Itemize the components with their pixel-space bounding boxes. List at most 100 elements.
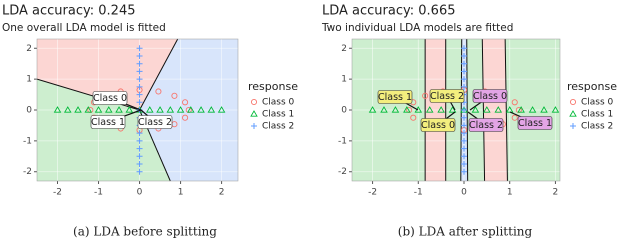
x-tick-label: 2: [553, 188, 559, 198]
point: [528, 106, 537, 113]
annotation: Class 2: [469, 120, 503, 131]
annotation-box: [377, 90, 413, 104]
panel: LDA accuracy: 0.665 Two individual LDA mo…: [321, 4, 617, 239]
legend-label: Class 0: [262, 98, 295, 108]
annotation: Class 0: [473, 91, 507, 102]
annotation-box: [472, 89, 508, 103]
panel: LDA accuracy: 0.245 One overall LDA model…: [2, 4, 298, 239]
annotation: Class 2: [430, 91, 464, 102]
point: [217, 106, 226, 113]
annotation-box: [429, 89, 465, 103]
point: [511, 99, 518, 106]
point: [461, 107, 467, 113]
point: [494, 106, 503, 113]
y-tick-label: 2: [26, 44, 32, 54]
decision-boundary: [466, 38, 469, 182]
point: [182, 114, 189, 121]
chart-subtitle: One overall LDA model is fitted: [2, 22, 166, 34]
annotation-box: [92, 91, 128, 105]
point: [136, 161, 143, 168]
point: [136, 76, 143, 83]
decision-boundary: [139, 38, 179, 111]
point: [511, 114, 518, 121]
y-tick-label: 0: [26, 106, 32, 116]
decision-region: [37, 39, 178, 110]
legend-key: [569, 110, 577, 117]
point: [136, 60, 143, 67]
point: [461, 83, 467, 90]
point: [176, 106, 185, 113]
point: [74, 106, 82, 113]
annotation-box: [137, 115, 173, 129]
point: [136, 45, 143, 52]
point: [136, 91, 143, 98]
chart-title: LDA accuracy: 0.665: [322, 4, 456, 19]
point: [94, 106, 103, 113]
x-tick-label: 0: [461, 188, 467, 198]
point: [63, 106, 72, 113]
point: [483, 106, 491, 113]
x-tick-label: 1: [507, 188, 513, 198]
point: [461, 153, 467, 160]
x-tick-label: 0: [137, 188, 143, 198]
x-tick-label: -1: [414, 188, 423, 198]
chart-subtitle: Two individual LDA models are fitted: [321, 22, 513, 34]
point: [136, 83, 143, 90]
y-tick-label: -2: [23, 167, 32, 177]
point: [540, 106, 548, 113]
point: [505, 106, 514, 113]
point: [461, 130, 467, 137]
plot-border: [351, 38, 561, 182]
y-tick-label: -2: [338, 167, 347, 177]
point: [448, 106, 457, 113]
x-tick-label: -1: [94, 188, 103, 198]
y-tick-label: 0: [341, 106, 347, 116]
x-tick-label: -2: [53, 188, 62, 198]
annotation: Class 1: [91, 117, 125, 128]
legend-key: [250, 110, 258, 117]
y-tick-label: 1: [341, 75, 347, 85]
legend-title: response: [567, 80, 617, 93]
legend-label: Class 2: [581, 122, 613, 132]
annotation-box: [468, 118, 504, 132]
x-tick-label: -2: [368, 188, 377, 198]
annotation-box: [420, 118, 456, 132]
point: [410, 114, 417, 121]
point: [125, 106, 134, 113]
point: [461, 52, 467, 59]
y-tick-label: -1: [338, 136, 347, 146]
legend-label: Class 1: [262, 110, 294, 120]
legend-label: Class 0: [581, 98, 614, 108]
plot-border: [36, 38, 239, 182]
legend-key: [569, 98, 577, 106]
decision-region: [37, 79, 171, 181]
point: [136, 153, 143, 160]
point: [146, 106, 154, 113]
point: [461, 76, 467, 83]
point: [197, 106, 205, 113]
point: [461, 168, 467, 175]
point: [461, 68, 467, 75]
point: [391, 106, 400, 113]
point: [461, 45, 467, 52]
annotation: Class 0: [421, 120, 455, 131]
point: [461, 114, 467, 121]
decision-boundary: [481, 38, 486, 182]
point: [53, 106, 62, 113]
point: [136, 68, 143, 75]
point: [437, 106, 445, 113]
point: [136, 168, 143, 175]
point: [187, 106, 195, 113]
legend-key: [251, 123, 257, 129]
y-tick-label: 1: [26, 75, 32, 85]
point: [461, 122, 467, 129]
decision-boundary: [504, 38, 508, 182]
point: [403, 106, 411, 113]
point: [84, 106, 93, 113]
point: [517, 106, 525, 113]
point: [368, 106, 377, 113]
legend-key: [250, 98, 258, 106]
point: [155, 88, 162, 95]
y-tick-label: 2: [341, 44, 347, 54]
